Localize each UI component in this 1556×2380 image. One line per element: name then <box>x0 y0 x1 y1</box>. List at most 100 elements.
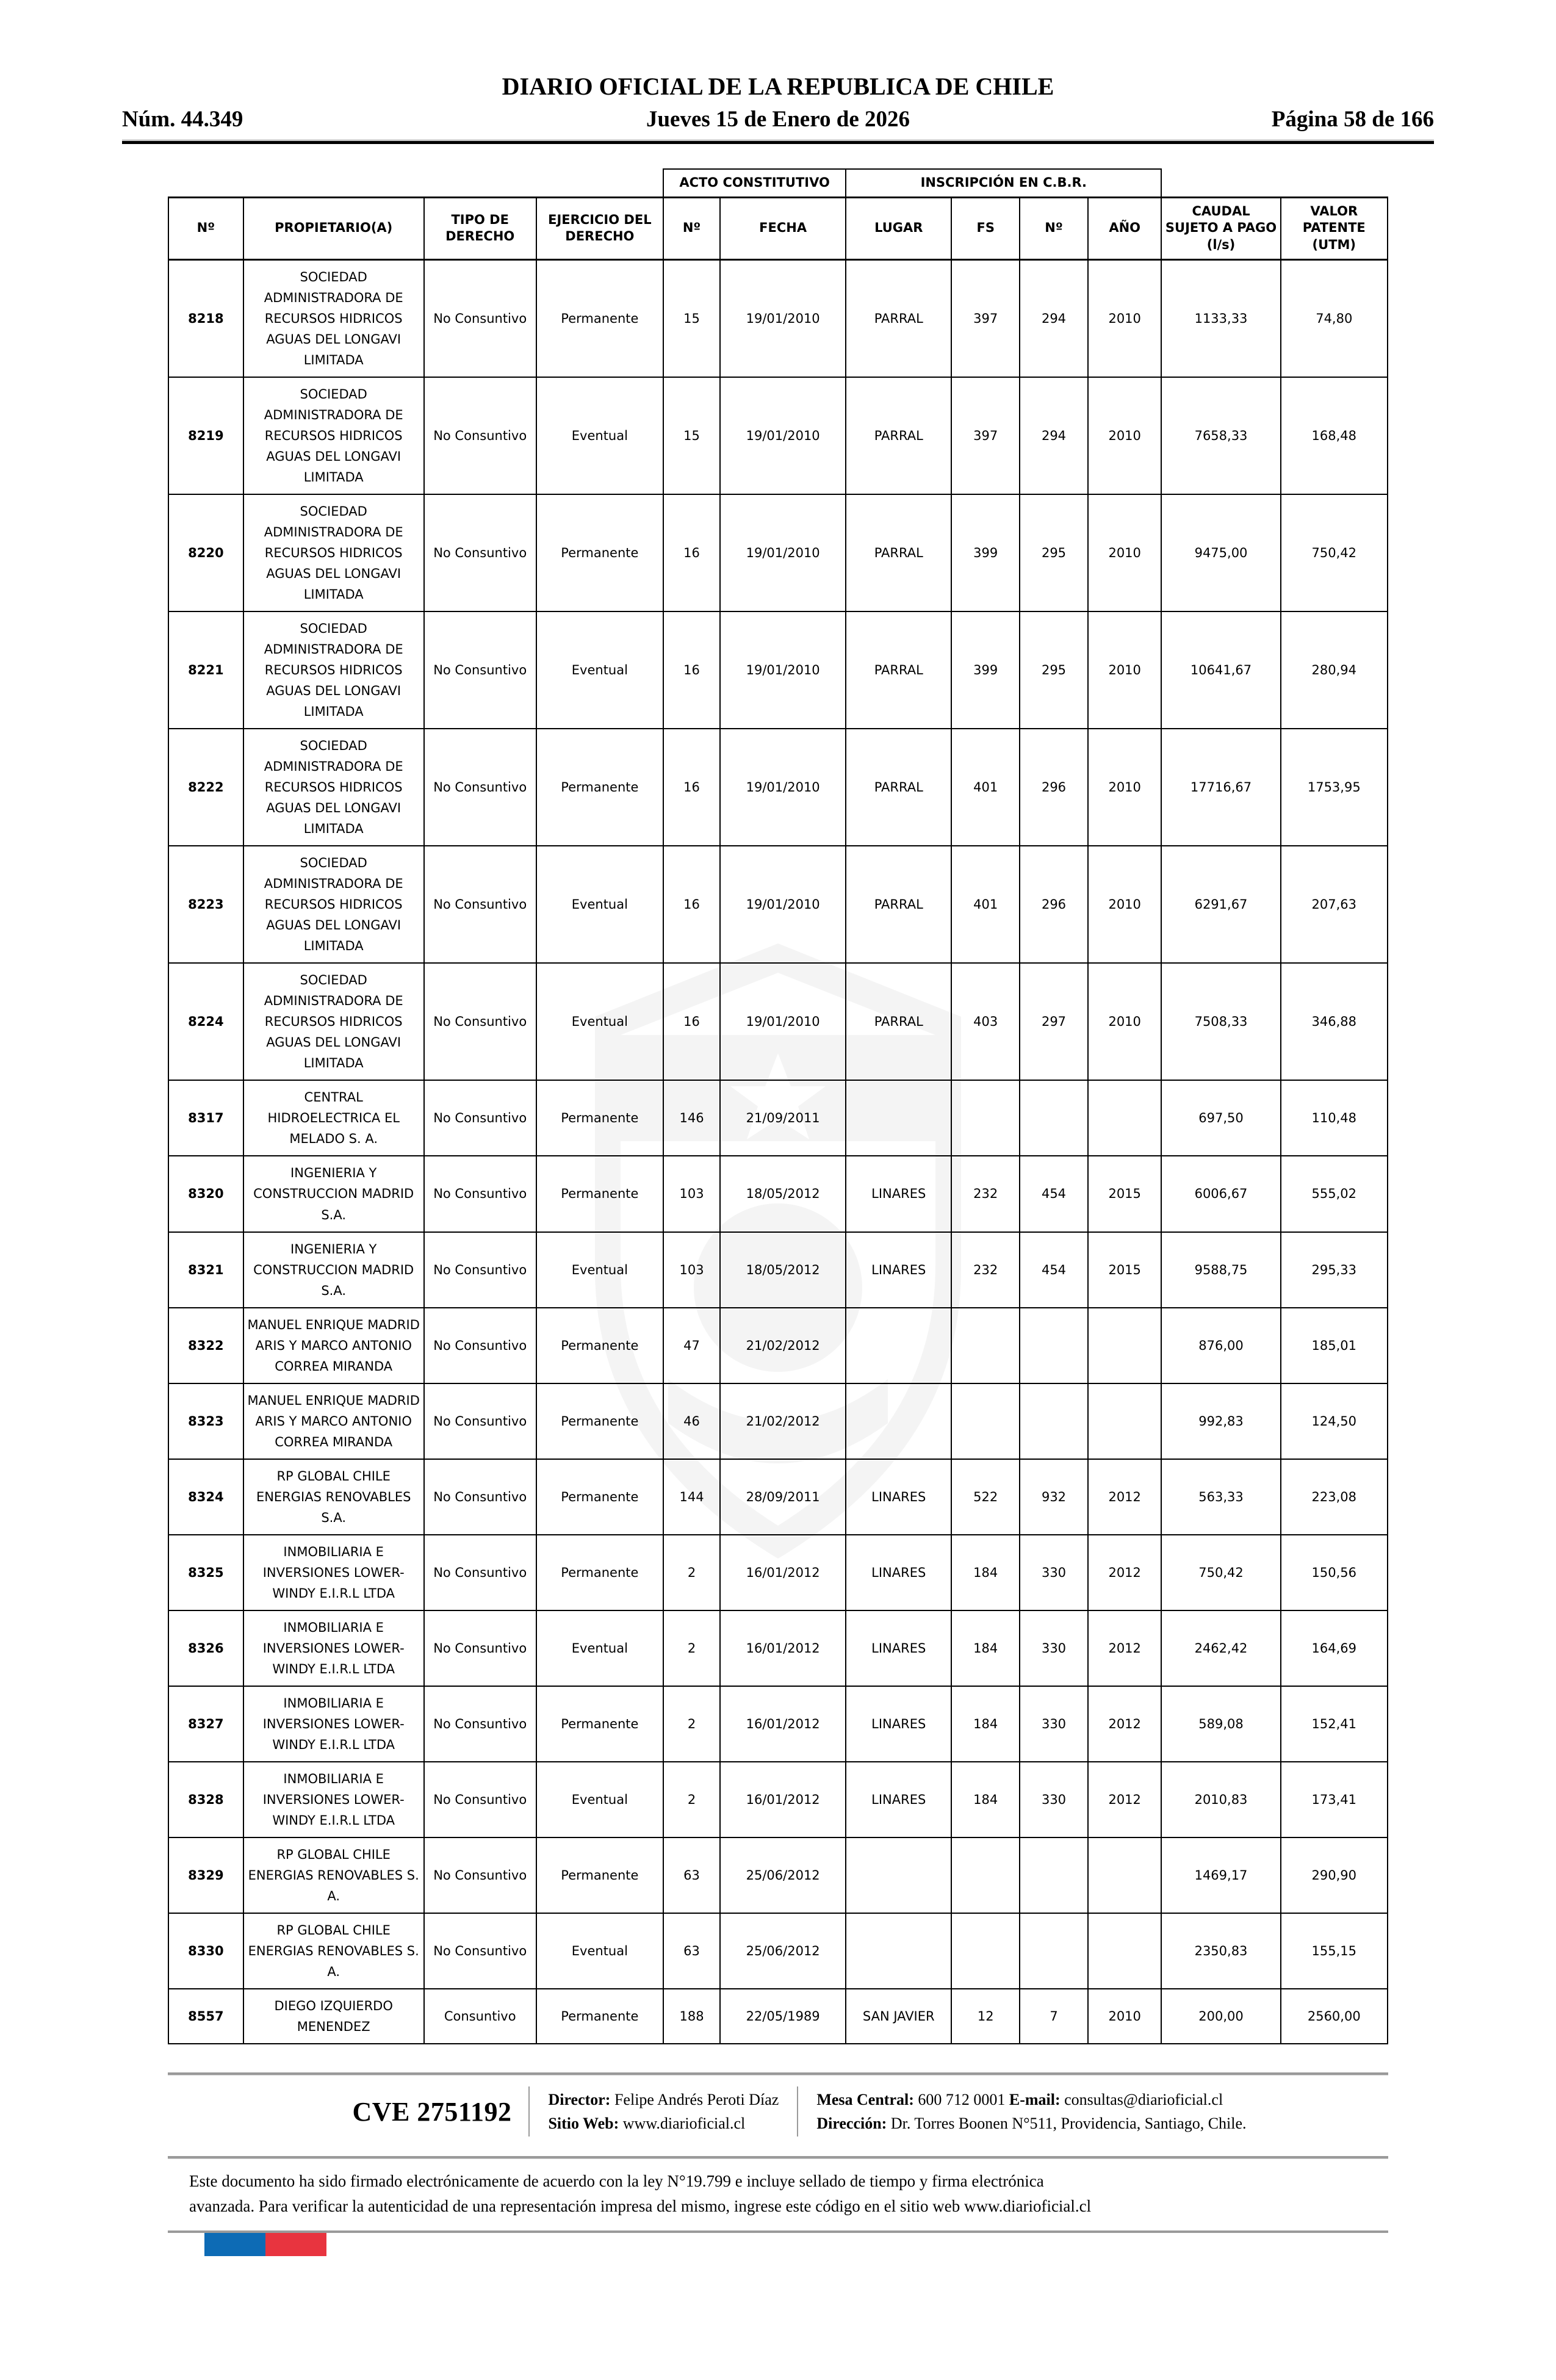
table-row: 8326 INMOBILIARIA E INVERSIONES LOWER-WIN… <box>168 1609 1389 1687</box>
row-cell-acto-fecha: 16/01/2012 <box>719 1534 847 1611</box>
row-cell-ejercicio-derecho: Permanente <box>535 1382 664 1460</box>
table-row: 8322 MANUEL ENRIQUE MADRID ARIS Y MARCO A… <box>168 1307 1389 1384</box>
row-cell-cbr-no <box>1019 1382 1089 1460</box>
row-cell-no: 8223 <box>168 845 244 964</box>
row-cell-acto-fecha: 22/05/1989 <box>719 1988 847 2045</box>
row-cell-cbr-anio: 2010 <box>1087 259 1162 378</box>
publication-title: DIARIO OFICIAL DE LA REPUBLICA DE CHILE <box>502 73 1054 100</box>
legal-line-2: avanzada. Para verificar la autenticidad… <box>189 2196 1092 2215</box>
row-cell-cbr-no <box>1019 1912 1089 1989</box>
table-row: 8222 SOCIEDAD ADMINISTRADORA DE RECURSOS … <box>168 728 1389 847</box>
table-body: 8218 SOCIEDAD ADMINISTRADORA DE RECURSOS … <box>168 259 1389 2045</box>
table-row: 8317 CENTRAL HIDROELECTRICA EL MELADO S. … <box>168 1080 1389 1157</box>
mesa-central-line: Mesa Central: 600 712 0001 E-mail: consu… <box>816 2088 1246 2111</box>
sitio-web-label: Sitio Web: <box>548 2115 619 2133</box>
row-cell-caudal: 6006,67 <box>1161 1155 1281 1233</box>
row-cell-acto-no: 2 <box>662 1761 721 1838</box>
row-cell-cbr-fs: 399 <box>951 494 1021 613</box>
row-cell-cbr-no <box>1019 1080 1089 1157</box>
row-cell-caudal: 7508,33 <box>1161 962 1281 1081</box>
row-cell-no: 8221 <box>168 611 244 730</box>
row-cell-cbr-anio <box>1087 1080 1162 1157</box>
row-cell-cbr-lugar <box>845 1382 953 1460</box>
document-page: DIARIO OFICIAL DE LA REPUBLICA DE CHILE … <box>122 0 1434 2257</box>
row-cell-tipo-derecho: No Consuntivo <box>423 1534 537 1611</box>
row-cell-ejercicio-derecho: Permanente <box>535 1534 664 1611</box>
row-cell-cbr-anio <box>1087 1307 1162 1384</box>
row-cell-tipo-derecho: No Consuntivo <box>423 494 537 613</box>
row-cell-cbr-anio: 2010 <box>1087 845 1162 964</box>
row-cell-acto-no: 146 <box>662 1080 721 1157</box>
table-row: 8329 RP GLOBAL CHILE ENERGIAS RENOVABLES … <box>168 1836 1389 1914</box>
row-cell-cbr-fs: 399 <box>951 611 1021 730</box>
row-cell-cbr-fs <box>951 1307 1021 1384</box>
row-cell-propietario: SOCIEDAD ADMINISTRADORA DE RECURSOS HIDR… <box>242 376 425 496</box>
row-cell-cbr-lugar <box>845 1307 953 1384</box>
row-cell-caudal: 563,33 <box>1161 1458 1281 1535</box>
col-header-tipo-derecho: TIPO DE DERECHO <box>423 196 537 261</box>
row-cell-tipo-derecho: No Consuntivo <box>423 611 537 730</box>
table-row: 8325 INMOBILIARIA E INVERSIONES LOWER-WIN… <box>168 1534 1389 1611</box>
row-cell-acto-fecha: 21/09/2011 <box>719 1080 847 1157</box>
legal-line-1: Este documento ha sido firmado electróni… <box>189 2172 1044 2191</box>
row-cell-tipo-derecho: No Consuntivo <box>423 845 537 964</box>
direccion-value: Dr. Torres Boonen N°511, Providencia, Sa… <box>890 2115 1247 2133</box>
row-cell-caudal: 876,00 <box>1161 1307 1281 1384</box>
row-cell-valor-patente: 750,42 <box>1280 494 1389 613</box>
row-cell-acto-no: 16 <box>662 728 721 847</box>
row-cell-propietario: INMOBILIARIA E INVERSIONES LOWER-WINDY E… <box>242 1534 425 1611</box>
row-cell-tipo-derecho: Consuntivo <box>423 1988 537 2045</box>
row-cell-ejercicio-derecho: Permanente <box>535 494 664 613</box>
row-cell-caudal: 1469,17 <box>1161 1836 1281 1914</box>
row-cell-acto-fecha: 21/02/2012 <box>719 1307 847 1384</box>
footer-contact-left: Director: Felipe Andrés Peroti Díaz Siti… <box>528 2086 797 2137</box>
row-cell-cbr-fs: 401 <box>951 728 1021 847</box>
group-header-acto-constitutivo: ACTO CONSTITUTIVO <box>662 168 847 198</box>
row-cell-acto-no: 144 <box>662 1458 721 1535</box>
table-row: 8321 INGENIERIA Y CONSTRUCCION MADRID S.A… <box>168 1231 1389 1308</box>
row-cell-valor-patente: 152,41 <box>1280 1685 1389 1762</box>
table-row: 8221 SOCIEDAD ADMINISTRADORA DE RECURSOS … <box>168 611 1389 730</box>
row-cell-cbr-no <box>1019 1307 1089 1384</box>
row-cell-tipo-derecho: No Consuntivo <box>423 1080 537 1157</box>
row-cell-ejercicio-derecho: Permanente <box>535 1458 664 1535</box>
direccion-line: Dirección: Dr. Torres Boonen N°511, Prov… <box>816 2111 1246 2135</box>
sitio-web-value[interactable]: www.diarioficial.cl <box>622 2115 746 2133</box>
director-value: Felipe Andrés Peroti Díaz <box>614 2091 779 2109</box>
row-cell-cbr-lugar: PARRAL <box>845 259 953 378</box>
legal-divider-top <box>168 2156 1388 2160</box>
row-cell-propietario: SOCIEDAD ADMINISTRADORA DE RECURSOS HIDR… <box>242 259 425 378</box>
masthead-meta-row: Núm. 44.349 Jueves 15 de Enero de 2026 P… <box>122 106 1434 132</box>
row-cell-no: 8220 <box>168 494 244 613</box>
row-cell-cbr-fs: 184 <box>951 1534 1021 1611</box>
row-cell-tipo-derecho: No Consuntivo <box>423 1609 537 1687</box>
row-cell-acto-fecha: 19/01/2010 <box>719 728 847 847</box>
table-row: 8224 SOCIEDAD ADMINISTRADORA DE RECURSOS … <box>168 962 1389 1081</box>
row-cell-cbr-anio: 2012 <box>1087 1761 1162 1838</box>
masthead: DIARIO OFICIAL DE LA REPUBLICA DE CHILE … <box>122 0 1434 144</box>
row-cell-propietario: SOCIEDAD ADMINISTRADORA DE RECURSOS HIDR… <box>242 494 425 613</box>
director-line: Director: Felipe Andrés Peroti Díaz <box>548 2088 779 2111</box>
row-cell-valor-patente: 185,01 <box>1280 1307 1389 1384</box>
row-cell-cbr-anio: 2015 <box>1087 1155 1162 1233</box>
row-cell-caudal: 6291,67 <box>1161 845 1281 964</box>
row-cell-cbr-no: 454 <box>1019 1231 1089 1308</box>
row-cell-valor-patente: 124,50 <box>1280 1382 1389 1460</box>
group-spacer-left <box>168 169 663 197</box>
row-cell-caudal: 200,00 <box>1161 1988 1281 2045</box>
row-cell-propietario: INGENIERIA Y CONSTRUCCION MADRID S.A. <box>242 1231 425 1308</box>
row-cell-acto-fecha: 19/01/2010 <box>719 259 847 378</box>
row-cell-cbr-anio <box>1087 1912 1162 1989</box>
row-cell-cbr-fs <box>951 1836 1021 1914</box>
row-cell-propietario: INMOBILIARIA E INVERSIONES LOWER-WINDY E… <box>242 1685 425 1762</box>
row-cell-valor-patente: 74,80 <box>1280 259 1389 378</box>
row-cell-acto-fecha: 16/01/2012 <box>719 1609 847 1687</box>
row-cell-ejercicio-derecho: Permanente <box>535 728 664 847</box>
email-value[interactable]: consultas@diarioficial.cl <box>1064 2091 1223 2109</box>
row-cell-propietario: SOCIEDAD ADMINISTRADORA DE RECURSOS HIDR… <box>242 611 425 730</box>
website-line: Sitio Web: www.diarioficial.cl <box>548 2111 779 2135</box>
row-cell-acto-no: 63 <box>662 1836 721 1914</box>
row-cell-no: 8219 <box>168 376 244 496</box>
row-cell-acto-fecha: 16/01/2012 <box>719 1685 847 1762</box>
row-cell-no: 8324 <box>168 1458 244 1535</box>
